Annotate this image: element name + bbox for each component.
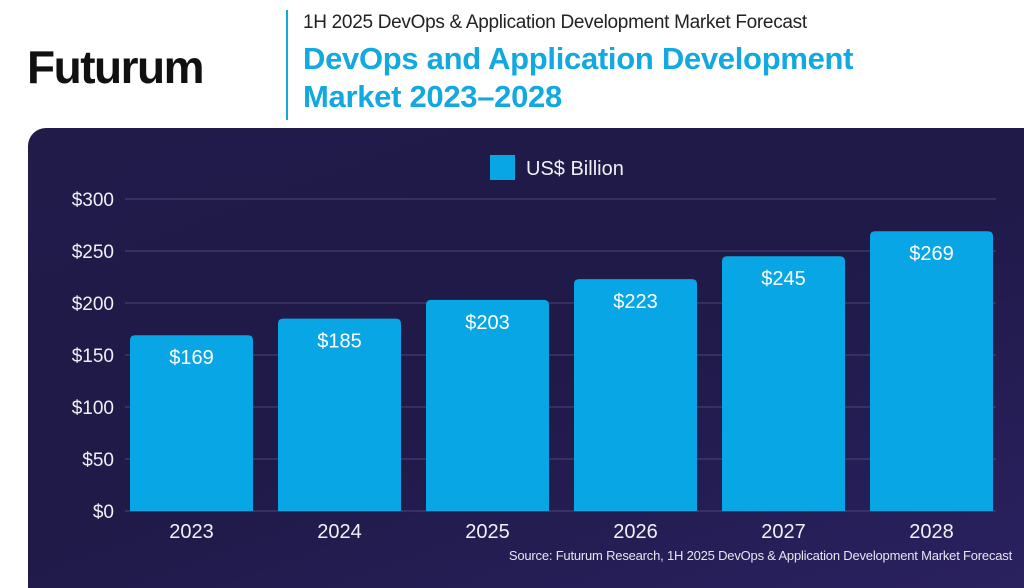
bar-2027 — [722, 256, 845, 511]
header-divider — [286, 10, 288, 120]
y-tick-label: $100 — [72, 398, 114, 419]
bar-2028 — [870, 231, 993, 512]
y-tick-label: $300 — [72, 190, 114, 211]
y-tick-label: $0 — [93, 502, 114, 523]
data-label: $223 — [613, 291, 658, 313]
futurum-logo: Futurum — [27, 41, 205, 93]
chart-title: DevOps and Application Development Marke… — [303, 40, 854, 116]
y-tick-label: $200 — [72, 294, 114, 315]
x-tick-label: 2025 — [465, 521, 510, 543]
x-tick-label: 2028 — [909, 521, 954, 543]
y-tick-label: $50 — [82, 450, 114, 471]
data-label: $185 — [317, 331, 362, 353]
y-tick-label: $150 — [72, 346, 114, 367]
data-label: $169 — [169, 347, 214, 369]
x-tick-label: 2026 — [613, 521, 658, 543]
y-tick-label: $250 — [72, 242, 114, 263]
bar-2024 — [278, 318, 401, 511]
data-label: $245 — [761, 268, 806, 290]
legend-label: US$ Billion — [526, 158, 624, 180]
title-line-1: DevOps and Application Development — [303, 41, 854, 76]
x-tick-label: 2024 — [317, 521, 362, 543]
bar-2026 — [574, 279, 697, 511]
bar-2025 — [426, 299, 549, 511]
x-tick-label: 2027 — [761, 521, 806, 543]
chart-subtitle: 1H 2025 DevOps & Application Development… — [303, 12, 807, 33]
legend-swatch — [490, 155, 515, 180]
x-tick-label: 2023 — [169, 521, 214, 543]
title-line-2: Market 2023–2028 — [303, 79, 562, 114]
data-label: $269 — [909, 243, 954, 265]
data-label: $203 — [465, 312, 510, 334]
source-note: Source: Futurum Research, 1H 2025 DevOps… — [508, 548, 1012, 563]
bar-2023 — [130, 335, 253, 511]
bar-chart: $0 $50 $100 $150 $200 $250 $300 $169 2023 $185 202… — [72, 155, 996, 543]
